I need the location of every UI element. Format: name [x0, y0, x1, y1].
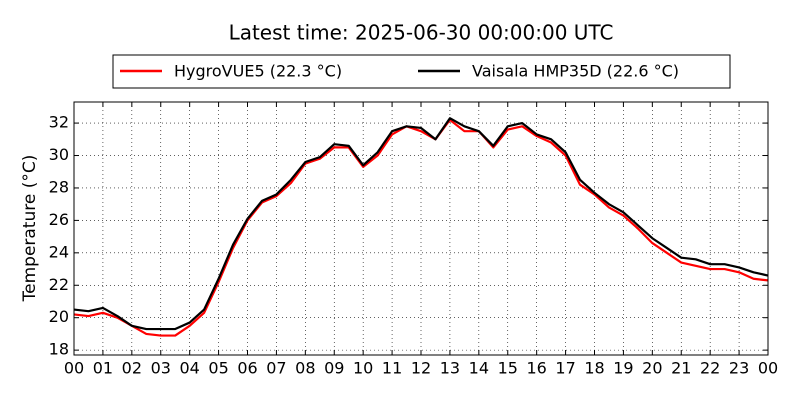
x-tick-label: 00 — [64, 359, 84, 378]
x-tick-label: 11 — [382, 359, 402, 378]
x-tick-label: 13 — [440, 359, 460, 378]
x-tick-label: 17 — [555, 359, 575, 378]
x-tick-label: 00 — [758, 359, 778, 378]
data-line — [73, 118, 769, 337]
x-tick-label: 23 — [729, 359, 749, 378]
x-tick-label: 06 — [237, 359, 257, 378]
data-line — [73, 117, 769, 331]
y-tick-label: 26 — [49, 210, 69, 229]
x-tick-label: 07 — [266, 359, 286, 378]
x-tick-label: 12 — [411, 359, 431, 378]
legend-label: Vaisala HMP35D (22.6 °C) — [472, 62, 679, 81]
x-tick-label: 05 — [208, 359, 228, 378]
x-tick-label: 03 — [151, 359, 171, 378]
y-tick-label: 22 — [49, 275, 69, 294]
x-tick-label: 18 — [584, 359, 604, 378]
y-tick-label: 24 — [49, 242, 69, 261]
y-tick-label: 30 — [49, 145, 69, 164]
y-axis-label: Temperature (°C) — [20, 155, 40, 303]
x-tick-label: 21 — [671, 359, 691, 378]
y-tick-label: 20 — [49, 307, 69, 326]
chart-title: Latest time: 2025-06-30 00:00:00 UTC — [229, 21, 614, 45]
y-tick-label: 32 — [49, 113, 69, 132]
x-tick-label: 01 — [93, 359, 113, 378]
x-tick-label: 19 — [613, 359, 633, 378]
x-tick-label: 09 — [324, 359, 344, 378]
x-tick-label: 16 — [526, 359, 546, 378]
x-tick-label: 04 — [179, 359, 199, 378]
y-tick-label: 28 — [49, 177, 69, 196]
x-tick-label: 15 — [498, 359, 518, 378]
y-tick-label: 18 — [49, 340, 69, 359]
x-tick-label: 02 — [122, 359, 142, 378]
x-tick-label: 10 — [353, 359, 373, 378]
x-tick-label: 08 — [295, 359, 315, 378]
x-tick-label: 20 — [642, 359, 662, 378]
legend-label: HygroVUE5 (22.3 °C) — [174, 62, 342, 81]
x-tick-label: 22 — [700, 359, 720, 378]
x-tick-label: 14 — [469, 359, 489, 378]
plot-frame — [73, 101, 769, 356]
